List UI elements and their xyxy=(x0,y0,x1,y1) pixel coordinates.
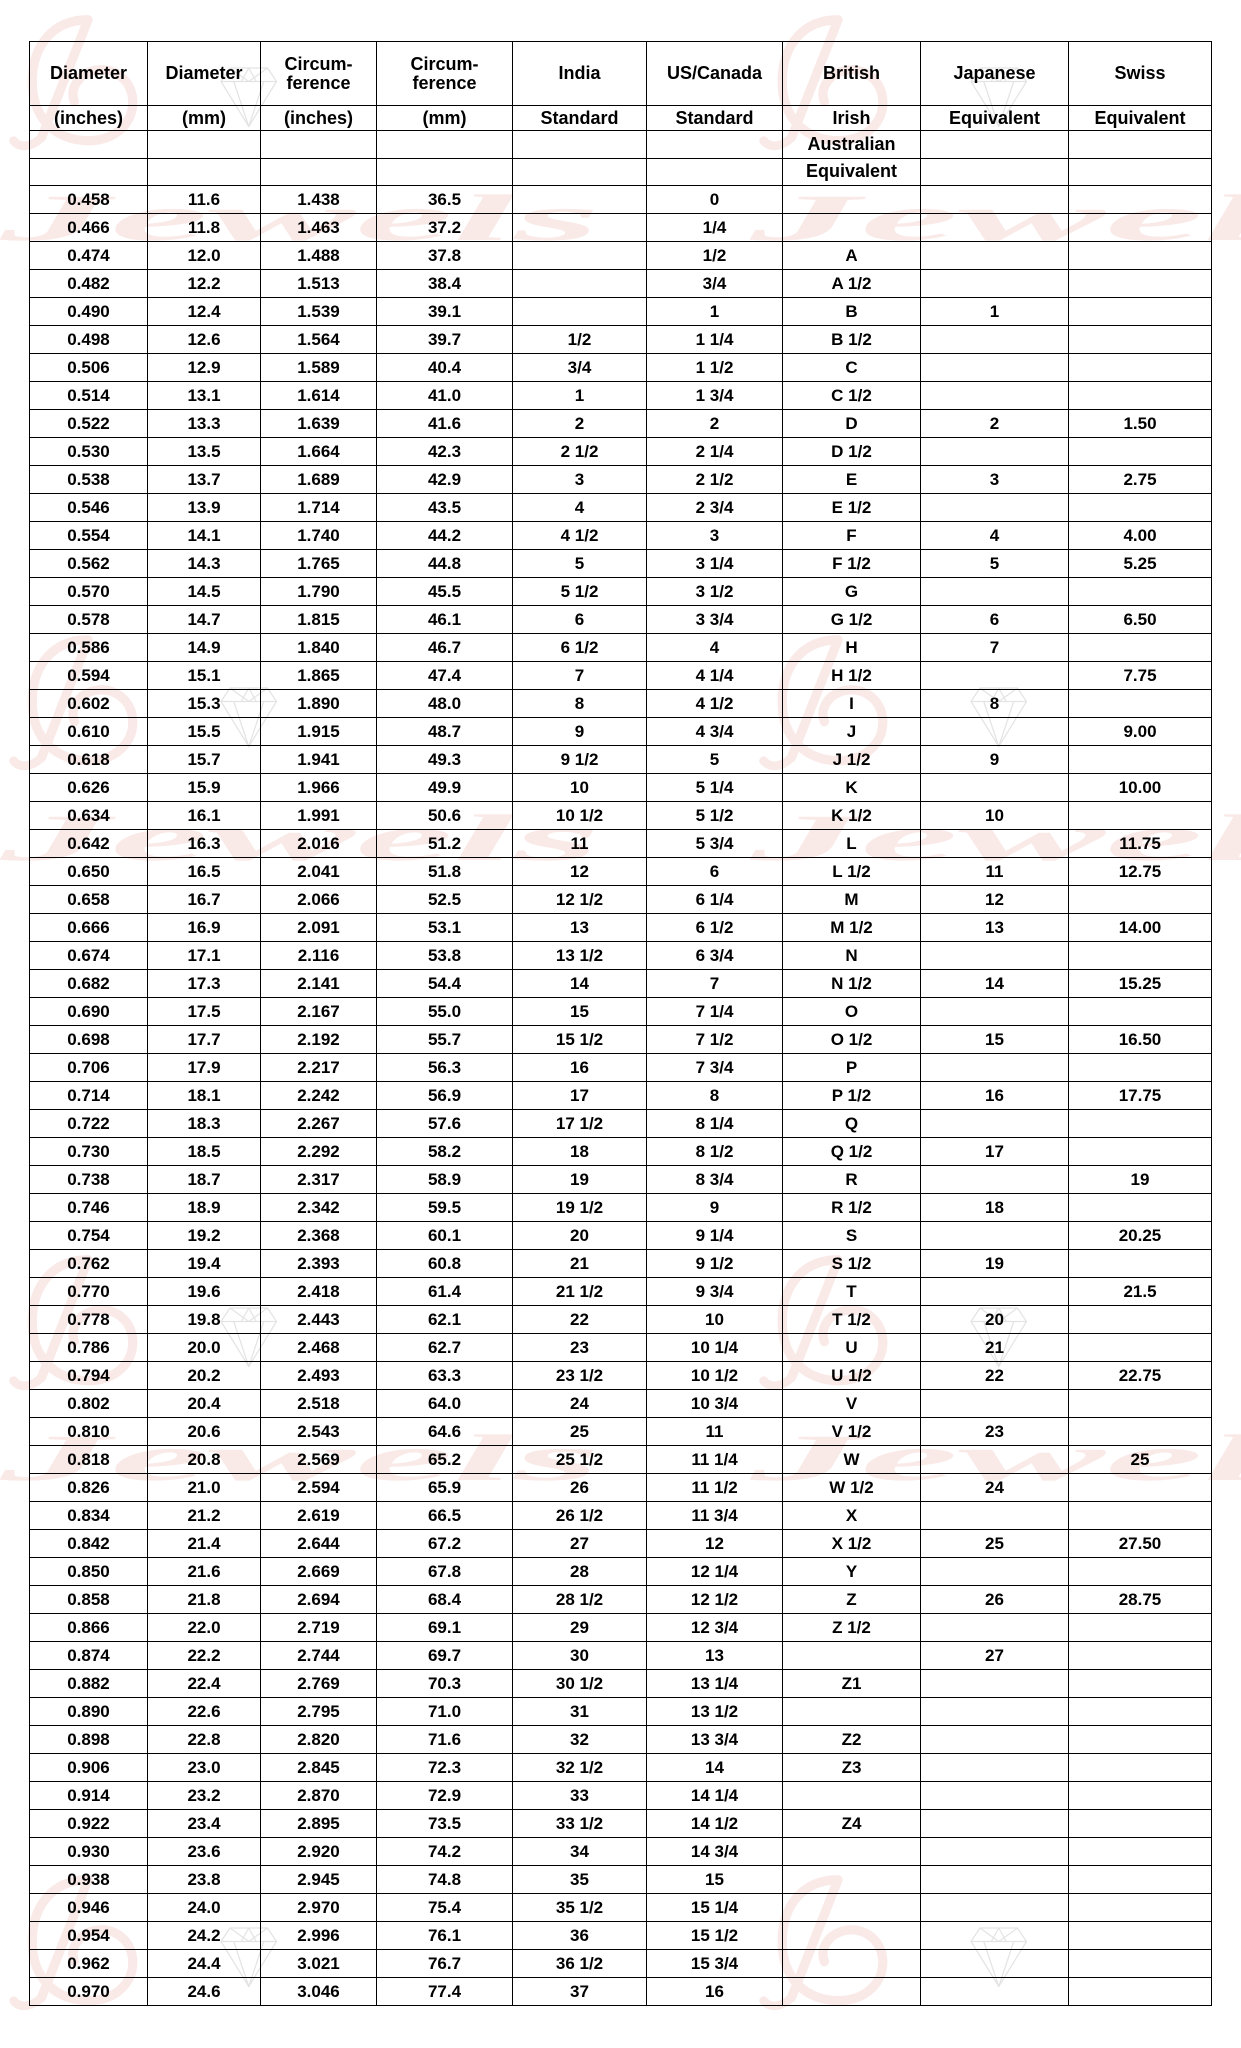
svg-text:Jewels: Jewels xyxy=(747,2042,1241,2048)
svg-text:Jewels: Jewels xyxy=(0,2042,600,2048)
